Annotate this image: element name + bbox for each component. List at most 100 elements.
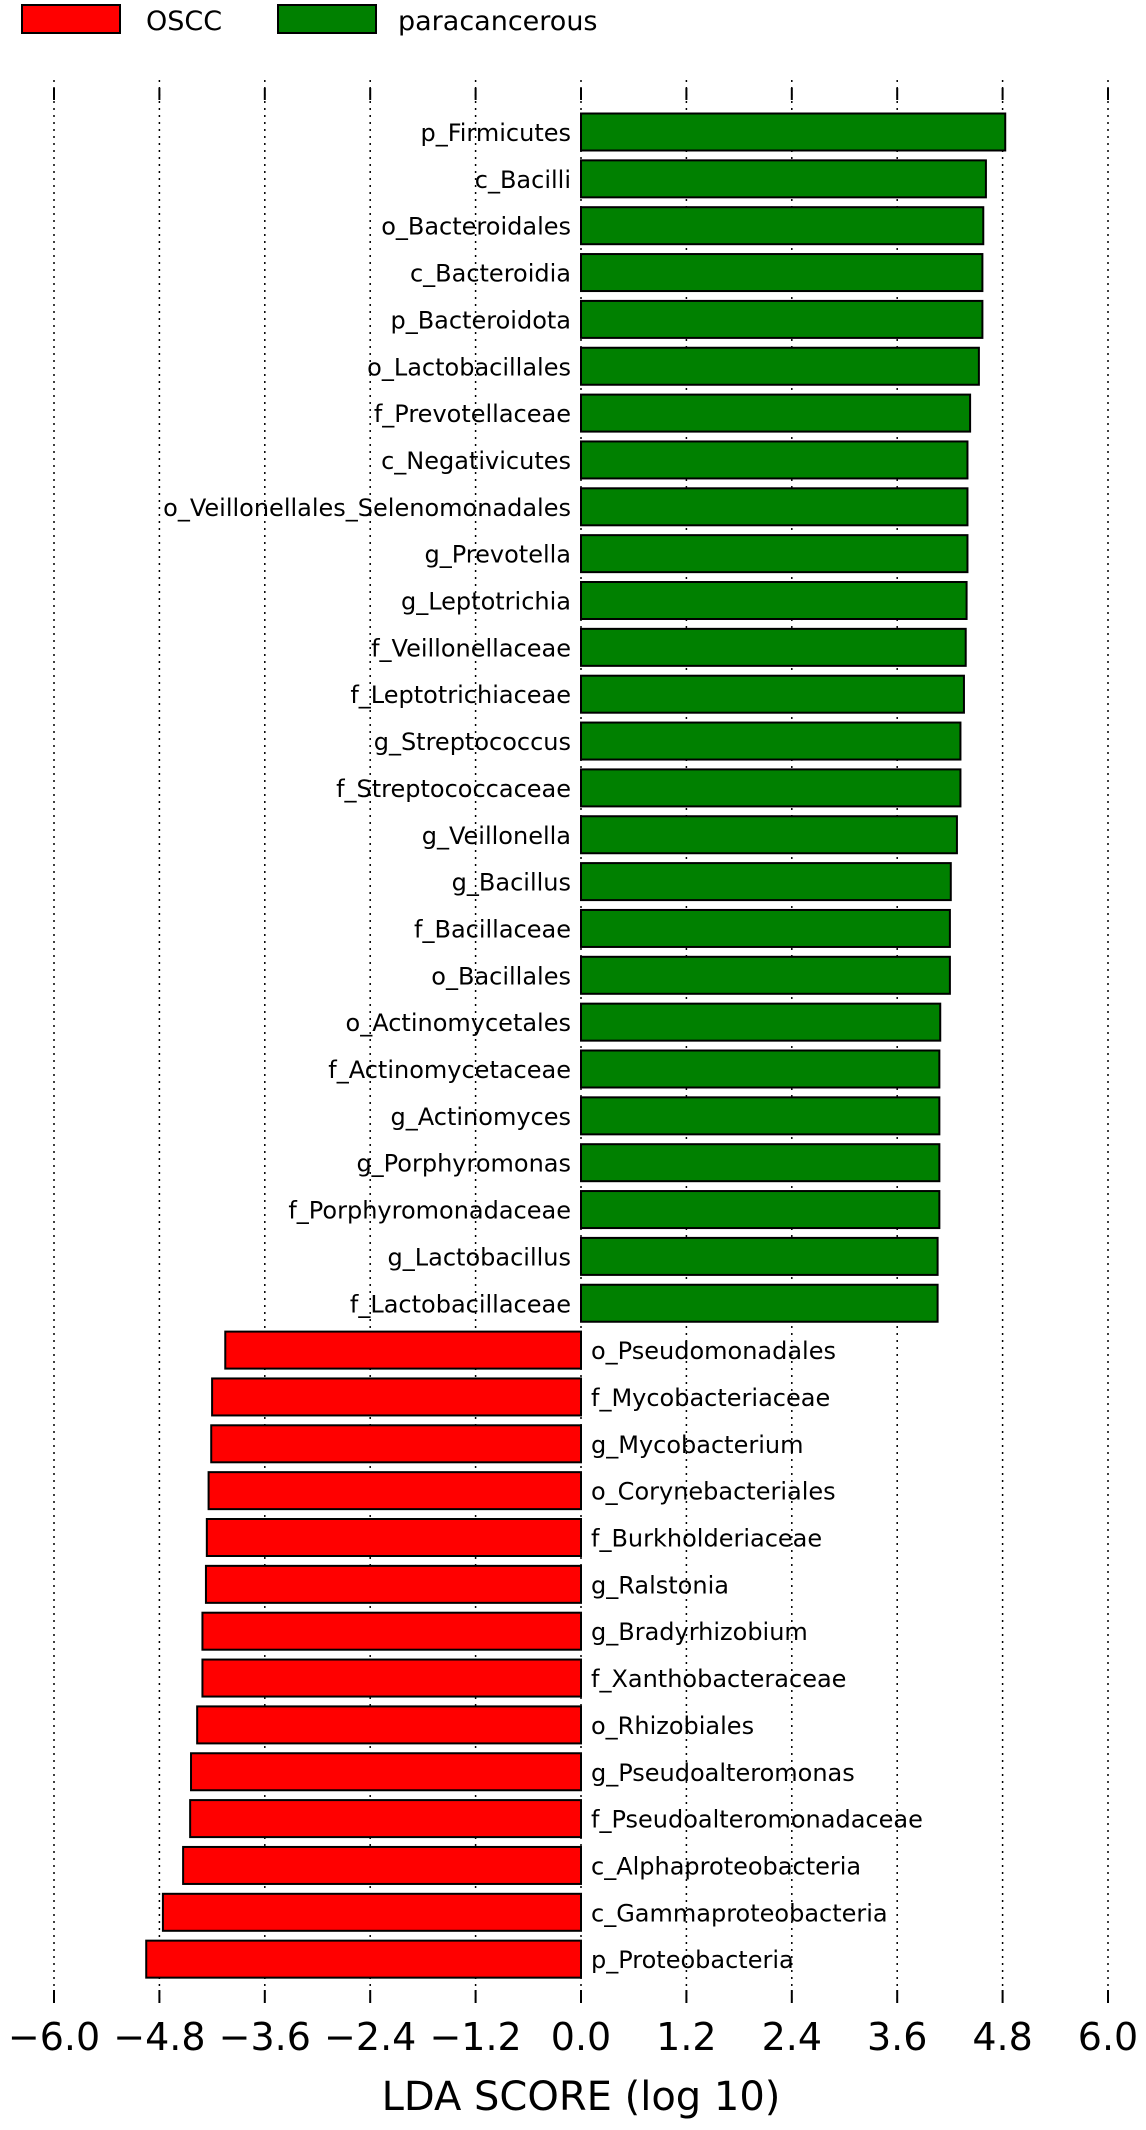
bar-g_Mycobacterium bbox=[210, 1424, 582, 1464]
bar-label-o_Veillonellales_Selenomonadales: o_Veillonellales_Selenomonadales bbox=[163, 494, 571, 522]
bar-g_Leptotrichia bbox=[580, 581, 968, 620]
bar-label-c_Bacilli: c_Bacilli bbox=[475, 166, 571, 194]
bar-f_Porphyromonadaceae bbox=[580, 1190, 941, 1230]
bar-p_Bacteroidota bbox=[580, 299, 984, 339]
bar-g_Bradyrhizobium bbox=[201, 1611, 583, 1651]
bar-label-g_Prevotella: g_Prevotella bbox=[425, 541, 572, 569]
bar-label-g_Leptotrichia: g_Leptotrichia bbox=[401, 588, 571, 616]
bar-label-g_Bradyrhizobium: g_Bradyrhizobium bbox=[591, 1618, 808, 1646]
bar-label-g_Pseudoalteromonas: g_Pseudoalteromonas bbox=[591, 1759, 855, 1787]
bar-g_Veillonella bbox=[580, 815, 958, 855]
legend: OSCC paracancerous bbox=[21, 4, 598, 37]
bar-p_Proteobacteria bbox=[145, 1939, 582, 1979]
bar-label-g_Porphyromonas: g_Porphyromonas bbox=[356, 1150, 571, 1178]
x-tick-label: 1.2 bbox=[656, 2015, 716, 2059]
bar-label-g_Bacillus: g_Bacillus bbox=[452, 869, 571, 897]
legend-label-paracancerous: paracancerous bbox=[398, 6, 598, 37]
bar-label-p_Proteobacteria: p_Proteobacteria bbox=[591, 1946, 794, 1974]
bar-g_Actinomyces bbox=[580, 1096, 941, 1136]
bar-label-o_Corynebacteriales: o_Corynebacteriales bbox=[591, 1478, 836, 1506]
bar-label-f_Mycobacteriaceae: f_Mycobacteriaceae bbox=[591, 1384, 830, 1412]
bar-f_Streptococcaceae bbox=[580, 768, 962, 808]
x-tick-label: −6.0 bbox=[8, 2015, 100, 2059]
bar-f_Pseudoalteromonadaceae bbox=[189, 1799, 582, 1839]
bar-label-o_Lactobacillales: o_Lactobacillales bbox=[367, 353, 571, 381]
x-tick-label: 2.4 bbox=[762, 2015, 822, 2059]
bar-label-c_Bacteroidia: c_Bacteroidia bbox=[410, 260, 571, 288]
bar-label-f_Lactobacillaceae: f_Lactobacillaceae bbox=[350, 1290, 571, 1318]
bar-o_Bacteroidales bbox=[580, 206, 985, 246]
bar-g_Prevotella bbox=[580, 534, 969, 574]
x-tick-label: 0.0 bbox=[551, 2015, 611, 2059]
bar-label-o_Bacillales: o_Bacillales bbox=[431, 962, 571, 990]
x-axis-title: LDA SCORE (log 10) bbox=[382, 2074, 781, 2120]
bar-f_Lactobacillaceae bbox=[580, 1283, 939, 1323]
bar-f_Bacillaceae bbox=[580, 908, 951, 948]
bar-o_Lactobacillales bbox=[580, 346, 980, 386]
bar-g_Bacillus bbox=[580, 862, 952, 902]
bar-label-o_Actinomycetales: o_Actinomycetales bbox=[346, 1009, 571, 1037]
bar-g_Lactobacillus bbox=[580, 1236, 939, 1276]
bar-f_Burkholderiaceae bbox=[205, 1518, 583, 1557]
bar-g_Ralstonia bbox=[204, 1564, 582, 1604]
bar-o_Corynebacteriales bbox=[207, 1471, 582, 1511]
bar-o_Veillonellales_Selenomonadales bbox=[580, 487, 969, 527]
legend-swatch-paracancerous bbox=[277, 4, 377, 34]
bar-c_Bacilli bbox=[580, 159, 987, 199]
bar-f_Xanthobacteraceae bbox=[201, 1658, 583, 1698]
bar-g_Streptococcus bbox=[580, 721, 962, 761]
bar-f_Prevotellaceae bbox=[580, 393, 972, 433]
bar-f_Veillonellaceae bbox=[580, 627, 967, 667]
bar-label-c_Gammaproteobacteria: c_Gammaproteobacteria bbox=[591, 1899, 888, 1927]
bar-o_Actinomycetales bbox=[580, 1002, 942, 1042]
x-tick-label: −2.4 bbox=[324, 2015, 416, 2059]
bar-label-p_Firmicutes: p_Firmicutes bbox=[420, 119, 571, 147]
bar-f_Actinomycetaceae bbox=[580, 1049, 941, 1089]
bar-label-f_Veillonellaceae: f_Veillonellaceae bbox=[371, 634, 571, 662]
bar-label-o_Bacteroidales: o_Bacteroidales bbox=[381, 213, 571, 241]
bar-p_Firmicutes bbox=[580, 112, 1007, 152]
bar-label-c_Alphaproteobacteria: c_Alphaproteobacteria bbox=[591, 1852, 861, 1880]
bar-label-f_Streptococcaceae: f_Streptococcaceae bbox=[336, 775, 571, 803]
bar-label-f_Actinomycetaceae: f_Actinomycetaceae bbox=[328, 1056, 571, 1084]
bar-f_Mycobacteriaceae bbox=[211, 1377, 582, 1417]
bar-label-g_Actinomyces: g_Actinomyces bbox=[391, 1103, 571, 1131]
bar-label-f_Leptotrichiaceae: f_Leptotrichiaceae bbox=[350, 681, 571, 709]
bar-label-o_Rhizobiales: o_Rhizobiales bbox=[591, 1712, 754, 1740]
legend-swatch-oscc bbox=[21, 4, 121, 34]
bar-label-f_Prevotellaceae: f_Prevotellaceae bbox=[374, 400, 571, 428]
bar-o_Bacillales bbox=[580, 955, 951, 995]
bar-g_Porphyromonas bbox=[580, 1143, 941, 1183]
x-axis: −6.0 −4.8 −3.6 −2.4 −1.2 0.0 1.2 2.4 3.6 4.8 6.0 bbox=[8, 88, 1138, 2059]
bar-o_Rhizobiales bbox=[196, 1705, 582, 1745]
bar-g_Pseudoalteromonas bbox=[190, 1752, 583, 1792]
bar-o_Pseudomonadales bbox=[224, 1330, 582, 1370]
bar-label-g_Veillonella: g_Veillonella bbox=[422, 822, 571, 850]
x-tick-label: 4.8 bbox=[972, 2015, 1032, 2059]
bar-c_Negativicutes bbox=[580, 440, 969, 480]
bar-label-g_Mycobacterium: g_Mycobacterium bbox=[591, 1431, 803, 1459]
x-tick-label: −4.8 bbox=[113, 2015, 205, 2059]
bar-label-c_Negativicutes: c_Negativicutes bbox=[381, 447, 571, 475]
bar-c_Alphaproteobacteria bbox=[182, 1845, 583, 1885]
bar-label-g_Ralstonia: g_Ralstonia bbox=[591, 1571, 729, 1599]
bar-label-f_Porphyromonadaceae: f_Porphyromonadaceae bbox=[288, 1197, 571, 1225]
bar-label-f_Burkholderiaceae: f_Burkholderiaceae bbox=[591, 1525, 822, 1553]
bar-label-f_Bacillaceae: f_Bacillaceae bbox=[414, 915, 571, 943]
bar-labels: p_Firmicutes c_Bacilli o_Bacteroidales c_Ba… bbox=[163, 119, 923, 1974]
bar-c_Gammaproteobacteria bbox=[161, 1892, 582, 1932]
bar-label-g_Lactobacillus: g_Lactobacillus bbox=[388, 1243, 571, 1271]
bar-label-p_Bacteroidota: p_Bacteroidota bbox=[390, 306, 571, 334]
bar-label-f_Pseudoalteromonadaceae: f_Pseudoalteromonadaceae bbox=[591, 1806, 923, 1834]
bar-f_Leptotrichiaceae bbox=[580, 674, 965, 714]
bar-c_Bacteroidia bbox=[580, 253, 984, 293]
x-tick-label: 6.0 bbox=[1078, 2015, 1138, 2059]
legend-label-oscc: OSCC bbox=[146, 6, 222, 37]
bars bbox=[145, 112, 1007, 1979]
x-tick-label: −3.6 bbox=[219, 2015, 311, 2059]
bar-label-o_Pseudomonadales: o_Pseudomonadales bbox=[591, 1337, 836, 1365]
x-tick-label: −1.2 bbox=[429, 2015, 521, 2059]
x-tick-label: 3.6 bbox=[867, 2015, 927, 2059]
bar-label-g_Streptococcus: g_Streptococcus bbox=[374, 728, 571, 756]
